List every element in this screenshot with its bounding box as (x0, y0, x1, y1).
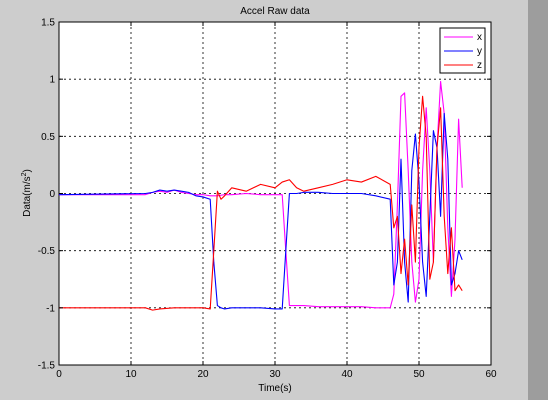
y-axis-label-main: Data(m/s (22, 176, 33, 217)
y-tick-label: 0.5 (41, 132, 55, 143)
figure-right-strip (528, 0, 548, 400)
legend: x y z (440, 28, 485, 73)
x-tick-label: 0 (56, 369, 62, 380)
y-tick-label: -0.5 (38, 246, 56, 257)
x-tick-label: 40 (341, 369, 353, 380)
x-tick-label: 20 (197, 369, 209, 380)
chart-title: Accel Raw data (240, 6, 310, 17)
x-tick-label: 10 (125, 369, 137, 380)
y-tick-label: -1 (46, 303, 55, 314)
x-tick-label: 50 (413, 369, 425, 380)
x-axis-label: Time(s) (258, 383, 292, 394)
y-tick-label: 1 (49, 75, 55, 86)
legend-label-z: z (477, 60, 482, 71)
y-tick-label: -1.5 (38, 361, 56, 372)
y-tick-label: 1.5 (41, 18, 55, 29)
y-axis-label-close: ) (22, 169, 33, 172)
x-tick-label: 30 (269, 369, 281, 380)
x-tick-label: 60 (485, 369, 497, 380)
legend-label-x: x (477, 32, 482, 43)
legend-label-y: y (477, 46, 482, 57)
y-tick-label: 0 (49, 189, 55, 200)
